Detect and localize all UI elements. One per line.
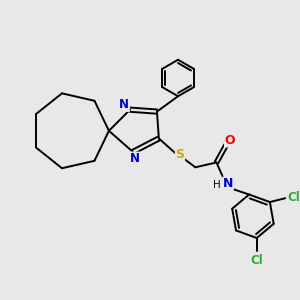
Text: Cl: Cl xyxy=(287,191,300,204)
Text: Cl: Cl xyxy=(250,254,263,267)
Text: N: N xyxy=(223,177,233,190)
Text: N: N xyxy=(119,98,129,111)
Text: N: N xyxy=(130,152,140,165)
Text: S: S xyxy=(176,148,184,161)
Text: O: O xyxy=(225,134,235,147)
Text: H: H xyxy=(213,180,220,190)
